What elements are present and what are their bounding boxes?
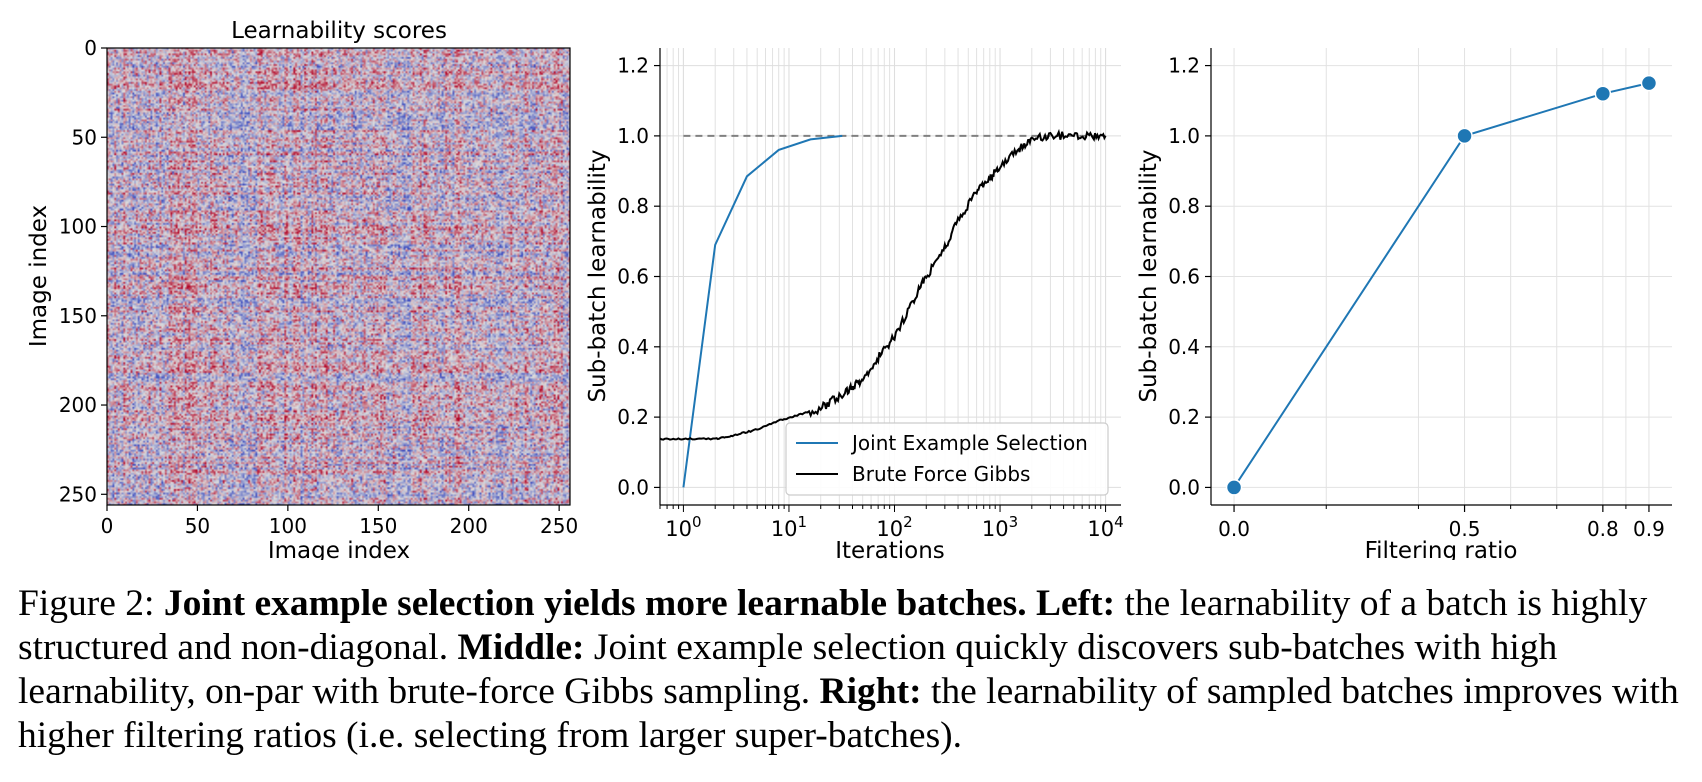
- caption-right-text: the learnability of sampled batches impr…: [18, 671, 1679, 756]
- series-line-filtering: [1233, 82, 1650, 488]
- series-line-joint-example-selection: [682, 134, 843, 488]
- caption-label: Figure 2:: [18, 583, 155, 624]
- filtering-y-tick-label: 1.0: [1168, 124, 1200, 148]
- filtering-grid: [1211, 48, 1672, 505]
- iterations-y-tick-label: 0.4: [617, 335, 649, 359]
- data-point: [1456, 127, 1473, 145]
- heatmap-y-tick-label: 0: [84, 36, 97, 60]
- iterations-x-tick-label: 101: [771, 513, 807, 541]
- iterations-x-ticks: 100 101 102 103 104: [659, 505, 1124, 541]
- filtering-x-tick-label: 0.0: [1218, 517, 1250, 541]
- iterations-y-tick-label: 1.0: [617, 124, 649, 148]
- iterations-x-tick-label: 102: [876, 513, 912, 541]
- legend-box: [785, 422, 1109, 496]
- filtering-y-tick-label: 1.2: [1168, 54, 1200, 78]
- iterations-y-tick-label: 1.2: [617, 54, 649, 78]
- legend-label-joint-example-selection: Joint Example Selection: [850, 431, 1088, 455]
- heatmap-y-tick-label: 150: [59, 304, 97, 328]
- caption-headline: Joint example selection yields more lear…: [163, 583, 1027, 624]
- iterations-y-tick-label: 0.2: [617, 405, 649, 429]
- iterations-x-tick-label: 100: [665, 513, 701, 541]
- heatmap-panel: Learnability scores 0 50 100 150 200 250 0 50 1…: [26, 18, 578, 560]
- heatmap-image: [107, 48, 570, 505]
- heatmap-x-tick-label: 50: [185, 514, 210, 538]
- heatmap-x-label: Image index: [268, 538, 410, 560]
- iterations-y-tick-label: 0.0: [617, 475, 649, 499]
- caption-left-text: the learnability of a batch is highly st…: [18, 583, 1648, 668]
- iterations-x-label: Iterations: [835, 538, 945, 560]
- iterations-y-tick-label: 0.8: [617, 194, 649, 218]
- heatmap-x-tick-label: 100: [269, 514, 307, 538]
- heatmap-x-tick-label: 250: [540, 514, 578, 538]
- heatmap-y-tick-label: 50: [72, 125, 97, 149]
- filtering-y-tick-label: 0.4: [1168, 335, 1200, 359]
- filtering-y-tick-label: 0.6: [1168, 265, 1200, 289]
- data-point: [1225, 479, 1243, 496]
- heatmap-cells: [107, 48, 570, 505]
- figure-caption: Figure 2: Joint example selection yields…: [18, 582, 1688, 758]
- filtering-markers: [1225, 74, 1658, 496]
- filtering-x-tick-label: 0.5: [1449, 517, 1481, 541]
- filtering-y-tick-label: 0.8: [1168, 194, 1200, 218]
- iterations-legend: Joint Example Selection Brute Force Gibb…: [785, 422, 1109, 496]
- filtering-x-ticks: 0.0 0.5 0.8 0.9: [1218, 505, 1665, 541]
- heatmap-y-label: Image index: [26, 205, 52, 347]
- heatmap-x-ticks: 0 50 100 150 200 250: [101, 505, 578, 538]
- heatmap-title: Learnability scores: [231, 18, 447, 44]
- series-line-brute-force-gibbs: [659, 128, 1107, 441]
- heatmap-x-tick-label: 150: [359, 514, 397, 538]
- legend-label-brute-force-gibbs: Brute Force Gibbs: [852, 462, 1030, 486]
- filtering-x-tick-label: 0.9: [1633, 517, 1665, 541]
- filtering-panel: 0.0 0.5 0.8 0.9 0.0 0.2 0.4 0.6 0.8 1.0 1.2 Filte…: [1136, 48, 1672, 560]
- iterations-x-tick-label: 104: [1087, 513, 1123, 541]
- data-point: [1640, 74, 1658, 92]
- heatmap-frame: [106, 47, 571, 506]
- filtering-y-tick-label: 0.0: [1168, 475, 1200, 499]
- caption-middle-text: Joint example selection quickly discover…: [18, 627, 1558, 712]
- data-point: [1594, 85, 1612, 102]
- filtering-x-tick-label: 0.8: [1587, 517, 1619, 541]
- iterations-y-tick-label: 0.6: [617, 265, 649, 289]
- figure-panels: Learnability scores 0 50 100 150 200 250 0 50 1…: [26, 18, 1672, 560]
- caption-middle-label: Middle:: [457, 627, 585, 668]
- heatmap-y-tick-label: 100: [59, 215, 97, 239]
- heatmap-x-tick-label: 0: [101, 514, 114, 538]
- heatmap-y-tick-label: 200: [59, 393, 97, 417]
- filtering-x-label: Filtering ratio: [1365, 538, 1518, 560]
- filtering-y-label: Sub-batch learnability: [1136, 149, 1162, 402]
- caption-right-label: Right:: [819, 671, 922, 712]
- heatmap-y-ticks: 0 50 100 150 200 250: [59, 36, 107, 506]
- heatmap-y-tick-label: 250: [59, 482, 97, 506]
- filtering-y-tick-label: 0.2: [1168, 405, 1200, 429]
- iterations-y-label: Sub-batch learnability: [585, 149, 611, 402]
- heatmap-x-tick-label: 200: [450, 514, 488, 538]
- iterations-panel: 100 101 102 103 104 0.0 0.2 0.4 0.6 0.8 1.0 1.2 It…: [585, 48, 1124, 560]
- caption-left-label: Left:: [1035, 583, 1116, 624]
- filtering-y-ticks: 0.0 0.2 0.4 0.6 0.8 1.0 1.2: [1168, 54, 1211, 499]
- iterations-y-ticks: 0.0 0.2 0.4 0.6 0.8 1.0 1.2: [617, 54, 660, 499]
- iterations-x-tick-label: 103: [982, 513, 1018, 541]
